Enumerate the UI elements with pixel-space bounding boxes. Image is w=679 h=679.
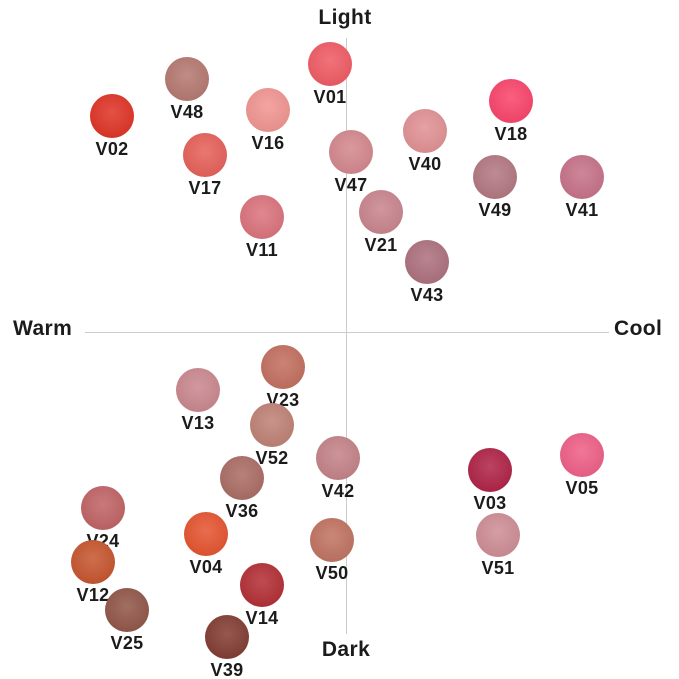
swatch-v05: [560, 433, 604, 477]
swatch-v50: [310, 518, 354, 562]
swatch-v16: [246, 88, 290, 132]
swatch-label-v47: V47: [334, 175, 368, 195]
axis-label-dark: Dark: [321, 638, 371, 661]
swatch-label-v21: V21: [364, 235, 398, 255]
swatch-v02: [90, 94, 134, 138]
swatch-label-v52: V52: [255, 448, 289, 468]
swatch-v17: [183, 133, 227, 177]
swatch-v48: [165, 57, 209, 101]
swatch-label-v02: V02: [95, 139, 129, 159]
swatch-v04: [184, 512, 228, 556]
axis-label-light: Light: [318, 6, 372, 29]
swatch-label-v25: V25: [110, 633, 144, 653]
swatch-v42: [316, 436, 360, 480]
horizontal-axis-line: [85, 332, 609, 333]
swatch-label-v01: V01: [313, 87, 347, 107]
swatch-label-v40: V40: [408, 154, 442, 174]
swatch-v49: [473, 155, 517, 199]
swatch-label-v16: V16: [251, 133, 285, 153]
swatch-label-v48: V48: [170, 102, 204, 122]
swatch-label-v11: V11: [246, 240, 278, 260]
swatch-label-v39: V39: [210, 660, 244, 679]
swatch-v18: [489, 79, 533, 123]
swatch-label-v17: V17: [188, 178, 222, 198]
swatch-label-v41: V41: [565, 200, 599, 220]
vertical-axis-line: [346, 38, 347, 634]
swatch-v14: [240, 563, 284, 607]
swatch-v40: [403, 109, 447, 153]
swatch-label-v18: V18: [494, 124, 528, 144]
swatch-v03: [468, 448, 512, 492]
swatch-v21: [359, 190, 403, 234]
swatch-v25: [105, 588, 149, 632]
swatch-v36: [220, 456, 264, 500]
swatch-v39: [205, 615, 249, 659]
axis-label-warm: Warm: [13, 317, 73, 340]
swatch-v24: [81, 486, 125, 530]
swatch-v11: [240, 195, 284, 239]
swatch-v01: [308, 42, 352, 86]
swatch-label-v51: V51: [481, 558, 515, 578]
swatch-label-v05: V05: [565, 478, 599, 498]
swatch-label-v49: V49: [478, 200, 512, 220]
swatch-label-v50: V50: [315, 563, 349, 583]
swatch-label-v03: V03: [473, 493, 507, 513]
swatch-v41: [560, 155, 604, 199]
swatch-v23: [261, 345, 305, 389]
swatch-label-v13: V13: [181, 413, 215, 433]
swatch-v47: [329, 130, 373, 174]
swatch-label-v43: V43: [410, 285, 444, 305]
swatch-v12: [71, 540, 115, 584]
swatch-label-v04: V04: [189, 557, 223, 577]
swatch-v51: [476, 513, 520, 557]
swatch-label-v12: V12: [76, 585, 110, 605]
swatch-v43: [405, 240, 449, 284]
axis-label-cool: Cool: [614, 317, 663, 340]
swatch-label-v36: V36: [225, 501, 259, 521]
swatch-label-v42: V42: [321, 481, 355, 501]
swatch-label-v14: V14: [245, 608, 279, 628]
swatch-v13: [176, 368, 220, 412]
swatch-v52: [250, 403, 294, 447]
